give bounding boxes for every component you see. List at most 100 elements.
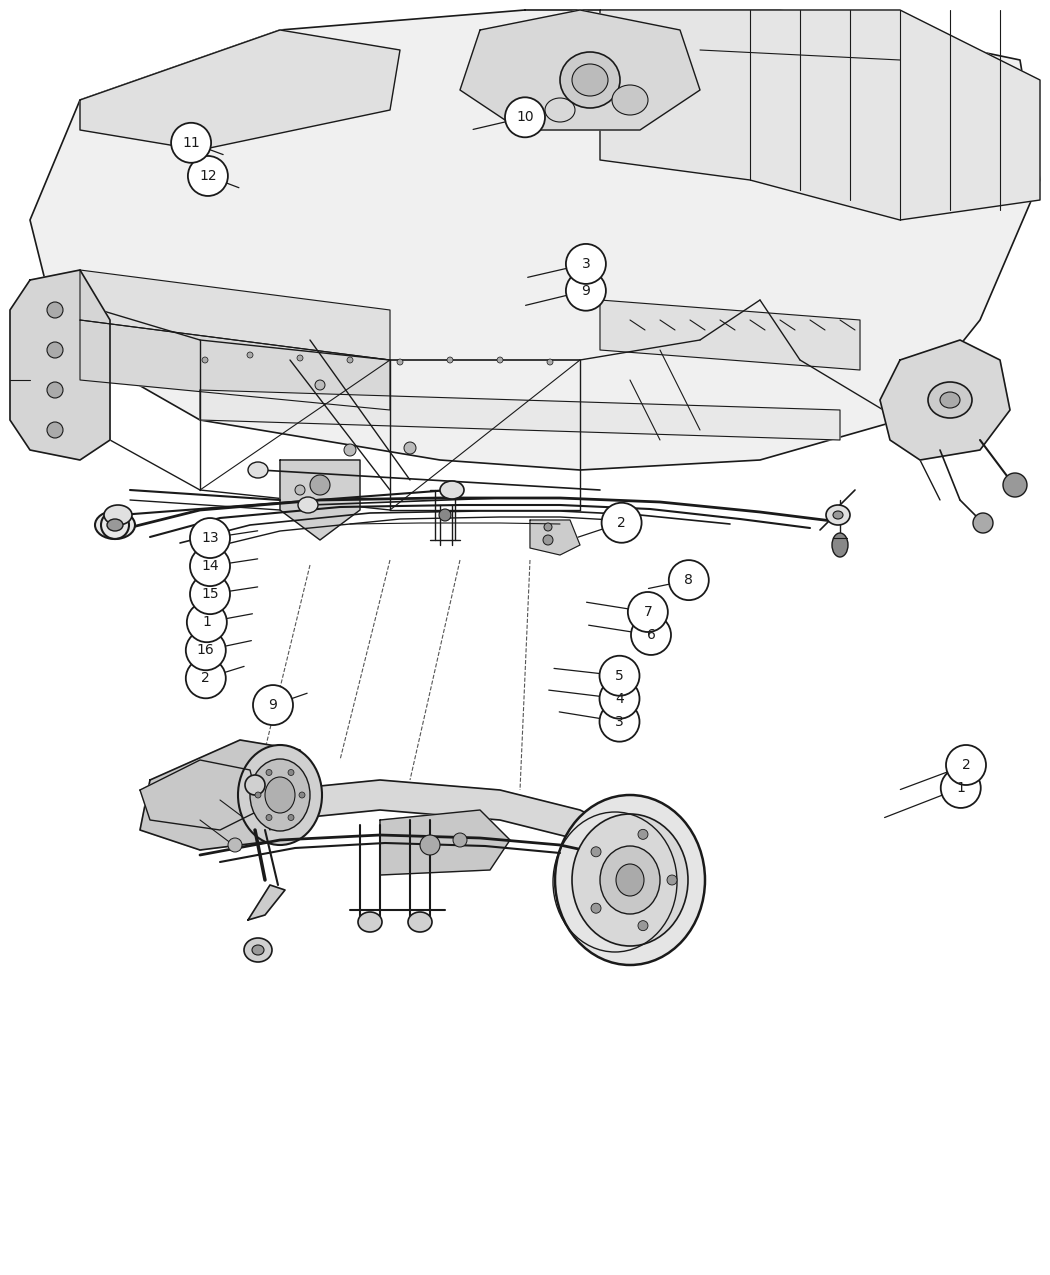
Ellipse shape xyxy=(252,945,264,955)
Ellipse shape xyxy=(572,813,688,946)
Ellipse shape xyxy=(833,511,843,519)
Circle shape xyxy=(600,655,639,696)
Polygon shape xyxy=(248,885,285,921)
Circle shape xyxy=(253,685,293,725)
Circle shape xyxy=(310,476,330,495)
Circle shape xyxy=(202,357,208,363)
Circle shape xyxy=(946,745,986,785)
Circle shape xyxy=(631,615,671,655)
Polygon shape xyxy=(600,300,860,370)
Polygon shape xyxy=(80,270,390,360)
Text: 4: 4 xyxy=(615,692,624,705)
Circle shape xyxy=(266,815,272,821)
Text: 3: 3 xyxy=(582,258,590,270)
Circle shape xyxy=(600,678,639,719)
Polygon shape xyxy=(30,10,1040,470)
Circle shape xyxy=(188,156,228,196)
Text: 2: 2 xyxy=(962,759,970,771)
Circle shape xyxy=(669,560,709,601)
Polygon shape xyxy=(10,270,110,460)
Circle shape xyxy=(228,838,242,852)
Ellipse shape xyxy=(440,481,464,499)
Ellipse shape xyxy=(248,462,268,478)
Ellipse shape xyxy=(104,505,132,525)
Circle shape xyxy=(973,513,993,533)
Circle shape xyxy=(453,833,467,847)
Ellipse shape xyxy=(928,382,972,418)
Circle shape xyxy=(591,903,601,913)
Text: 2: 2 xyxy=(202,672,210,685)
Text: 8: 8 xyxy=(685,574,693,586)
Polygon shape xyxy=(460,10,700,130)
Circle shape xyxy=(544,523,552,530)
Ellipse shape xyxy=(298,497,318,513)
Polygon shape xyxy=(380,810,510,875)
Text: 2: 2 xyxy=(617,516,626,529)
Circle shape xyxy=(439,509,452,521)
Circle shape xyxy=(247,352,253,358)
Ellipse shape xyxy=(107,519,123,530)
Text: 11: 11 xyxy=(183,136,200,149)
Ellipse shape xyxy=(94,511,135,539)
Circle shape xyxy=(1003,473,1027,497)
Text: 16: 16 xyxy=(197,644,214,657)
Polygon shape xyxy=(280,460,360,541)
Circle shape xyxy=(47,342,63,358)
Ellipse shape xyxy=(832,533,848,557)
Circle shape xyxy=(187,602,227,643)
Circle shape xyxy=(404,442,416,454)
Ellipse shape xyxy=(244,938,272,963)
Text: 9: 9 xyxy=(269,699,277,711)
Circle shape xyxy=(346,357,353,363)
Ellipse shape xyxy=(238,745,322,845)
Circle shape xyxy=(288,770,294,775)
Ellipse shape xyxy=(940,391,960,408)
Circle shape xyxy=(547,360,553,365)
Ellipse shape xyxy=(572,64,608,96)
Text: 1: 1 xyxy=(203,616,211,629)
Polygon shape xyxy=(880,340,1010,460)
Text: 13: 13 xyxy=(202,532,218,544)
Circle shape xyxy=(255,792,261,798)
Circle shape xyxy=(543,536,553,544)
Ellipse shape xyxy=(265,776,295,813)
Circle shape xyxy=(266,770,272,775)
Text: 14: 14 xyxy=(202,560,218,572)
Circle shape xyxy=(245,775,265,796)
Circle shape xyxy=(186,630,226,671)
Circle shape xyxy=(638,921,648,931)
Circle shape xyxy=(667,875,677,885)
Ellipse shape xyxy=(250,759,310,831)
Circle shape xyxy=(628,592,668,632)
Circle shape xyxy=(186,658,226,699)
Ellipse shape xyxy=(555,796,705,965)
Circle shape xyxy=(171,122,211,163)
Ellipse shape xyxy=(560,52,619,108)
Circle shape xyxy=(297,354,303,361)
Circle shape xyxy=(447,357,453,363)
Circle shape xyxy=(591,847,601,857)
Text: 5: 5 xyxy=(615,669,624,682)
Polygon shape xyxy=(600,10,1040,221)
Circle shape xyxy=(315,380,326,390)
Polygon shape xyxy=(80,31,400,150)
Ellipse shape xyxy=(826,505,850,525)
Circle shape xyxy=(295,484,304,495)
Circle shape xyxy=(190,574,230,615)
Circle shape xyxy=(600,701,639,742)
Circle shape xyxy=(288,815,294,821)
Circle shape xyxy=(190,518,230,558)
Ellipse shape xyxy=(408,912,432,932)
Ellipse shape xyxy=(616,864,644,896)
Circle shape xyxy=(505,97,545,138)
Circle shape xyxy=(47,302,63,317)
Circle shape xyxy=(638,829,648,839)
Circle shape xyxy=(47,382,63,398)
Circle shape xyxy=(497,357,503,363)
Text: 6: 6 xyxy=(647,629,655,641)
Polygon shape xyxy=(140,740,320,850)
Ellipse shape xyxy=(358,912,382,932)
Polygon shape xyxy=(80,320,390,411)
Text: 9: 9 xyxy=(582,284,590,297)
Polygon shape xyxy=(200,780,640,870)
